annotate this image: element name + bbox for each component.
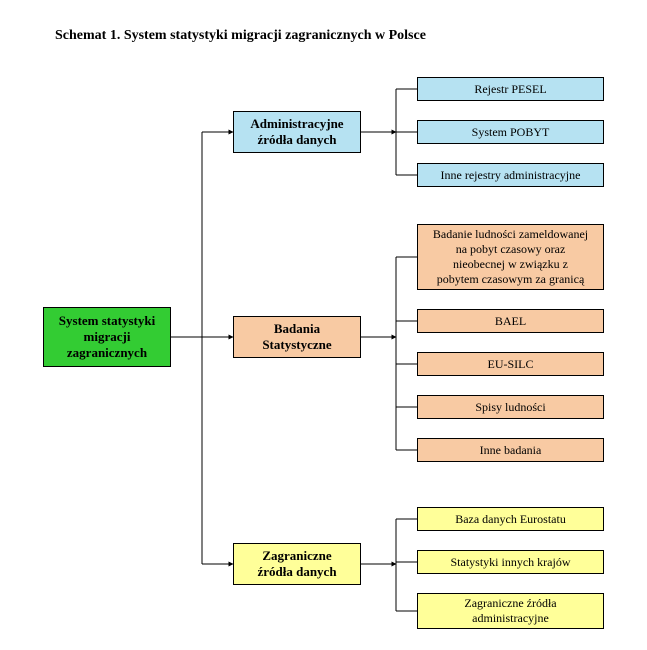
leaf-box-admin-0: Rejestr PESEL bbox=[417, 77, 604, 101]
leaf-box-admin-1: System POBYT bbox=[417, 120, 604, 144]
leaf-box-stats-1: BAEL bbox=[417, 309, 604, 333]
leaf-box-foreign-2: Zagraniczne źródłaadministracyjne bbox=[417, 593, 604, 629]
mid-box-stats: BadaniaStatystyczne bbox=[233, 316, 361, 358]
mid-box-admin: Administracyjneźródła danych bbox=[233, 111, 361, 153]
leaf-box-admin-2: Inne rejestry administracyjne bbox=[417, 163, 604, 187]
diagram-title: Schemat 1. System statystyki migracji za… bbox=[55, 28, 426, 44]
leaf-box-stats-4: Inne badania bbox=[417, 438, 604, 462]
leaf-box-foreign-1: Statystyki innych krajów bbox=[417, 550, 604, 574]
leaf-box-stats-2: EU-SILC bbox=[417, 352, 604, 376]
leaf-box-stats-3: Spisy ludności bbox=[417, 395, 604, 419]
leaf-box-stats-0: Badanie ludności zameldowanejna pobyt cz… bbox=[417, 224, 604, 290]
root-box: System statystykimigracjizagranicznych bbox=[43, 307, 171, 367]
leaf-box-foreign-0: Baza danych Eurostatu bbox=[417, 507, 604, 531]
mid-box-foreign: Zagraniczneźródła danych bbox=[233, 543, 361, 585]
